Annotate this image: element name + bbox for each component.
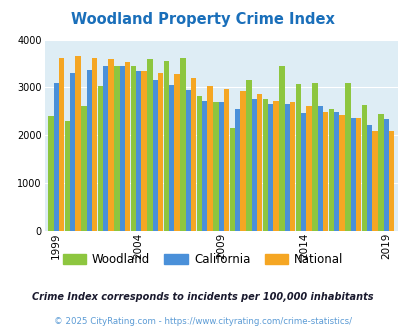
Bar — [229, 128, 234, 231]
Bar — [279, 66, 284, 231]
Bar — [65, 121, 70, 231]
Bar — [355, 118, 360, 231]
Bar — [223, 89, 228, 231]
Legend: Woodland, California, National: Woodland, California, National — [58, 248, 347, 271]
Bar — [190, 78, 196, 231]
Bar — [174, 74, 179, 231]
Bar — [284, 104, 289, 231]
Bar — [295, 83, 301, 231]
Text: Crime Index corresponds to incidents per 100,000 inhabitants: Crime Index corresponds to incidents per… — [32, 292, 373, 302]
Text: Woodland Property Crime Index: Woodland Property Crime Index — [71, 12, 334, 26]
Bar — [246, 80, 251, 231]
Bar — [81, 106, 86, 231]
Bar — [119, 66, 125, 231]
Bar — [92, 58, 97, 231]
Bar — [328, 109, 333, 231]
Bar — [114, 66, 119, 231]
Text: © 2025 CityRating.com - https://www.cityrating.com/crime-statistics/: © 2025 CityRating.com - https://www.city… — [54, 317, 351, 326]
Bar — [306, 106, 311, 231]
Bar — [256, 94, 262, 231]
Bar — [251, 99, 256, 231]
Bar — [185, 90, 190, 231]
Bar — [152, 80, 158, 231]
Bar — [130, 66, 136, 231]
Bar — [164, 61, 169, 231]
Bar — [234, 109, 240, 231]
Bar — [207, 86, 212, 231]
Bar — [169, 84, 174, 231]
Bar — [361, 105, 366, 231]
Bar — [103, 66, 108, 231]
Bar — [317, 106, 322, 231]
Bar — [147, 59, 152, 231]
Bar — [196, 96, 202, 231]
Bar — [202, 101, 207, 231]
Bar — [108, 59, 113, 231]
Bar — [75, 56, 80, 231]
Bar — [289, 102, 294, 231]
Bar — [377, 114, 383, 231]
Bar — [180, 58, 185, 231]
Bar — [136, 71, 141, 231]
Bar — [383, 118, 388, 231]
Bar — [240, 91, 245, 231]
Bar — [339, 115, 344, 231]
Bar — [59, 58, 64, 231]
Bar — [98, 85, 103, 231]
Bar — [86, 70, 92, 231]
Bar — [333, 112, 339, 231]
Bar — [53, 83, 59, 231]
Bar — [388, 130, 393, 231]
Bar — [301, 113, 306, 231]
Bar — [268, 104, 273, 231]
Bar — [273, 101, 278, 231]
Bar — [158, 73, 163, 231]
Bar — [371, 131, 377, 231]
Bar — [262, 99, 268, 231]
Bar — [345, 83, 350, 231]
Bar — [218, 102, 223, 231]
Bar — [322, 112, 327, 231]
Bar — [48, 116, 53, 231]
Bar — [350, 117, 355, 231]
Bar — [141, 71, 146, 231]
Bar — [312, 83, 317, 231]
Bar — [70, 73, 75, 231]
Bar — [125, 62, 130, 231]
Bar — [366, 125, 371, 231]
Bar — [213, 102, 218, 231]
